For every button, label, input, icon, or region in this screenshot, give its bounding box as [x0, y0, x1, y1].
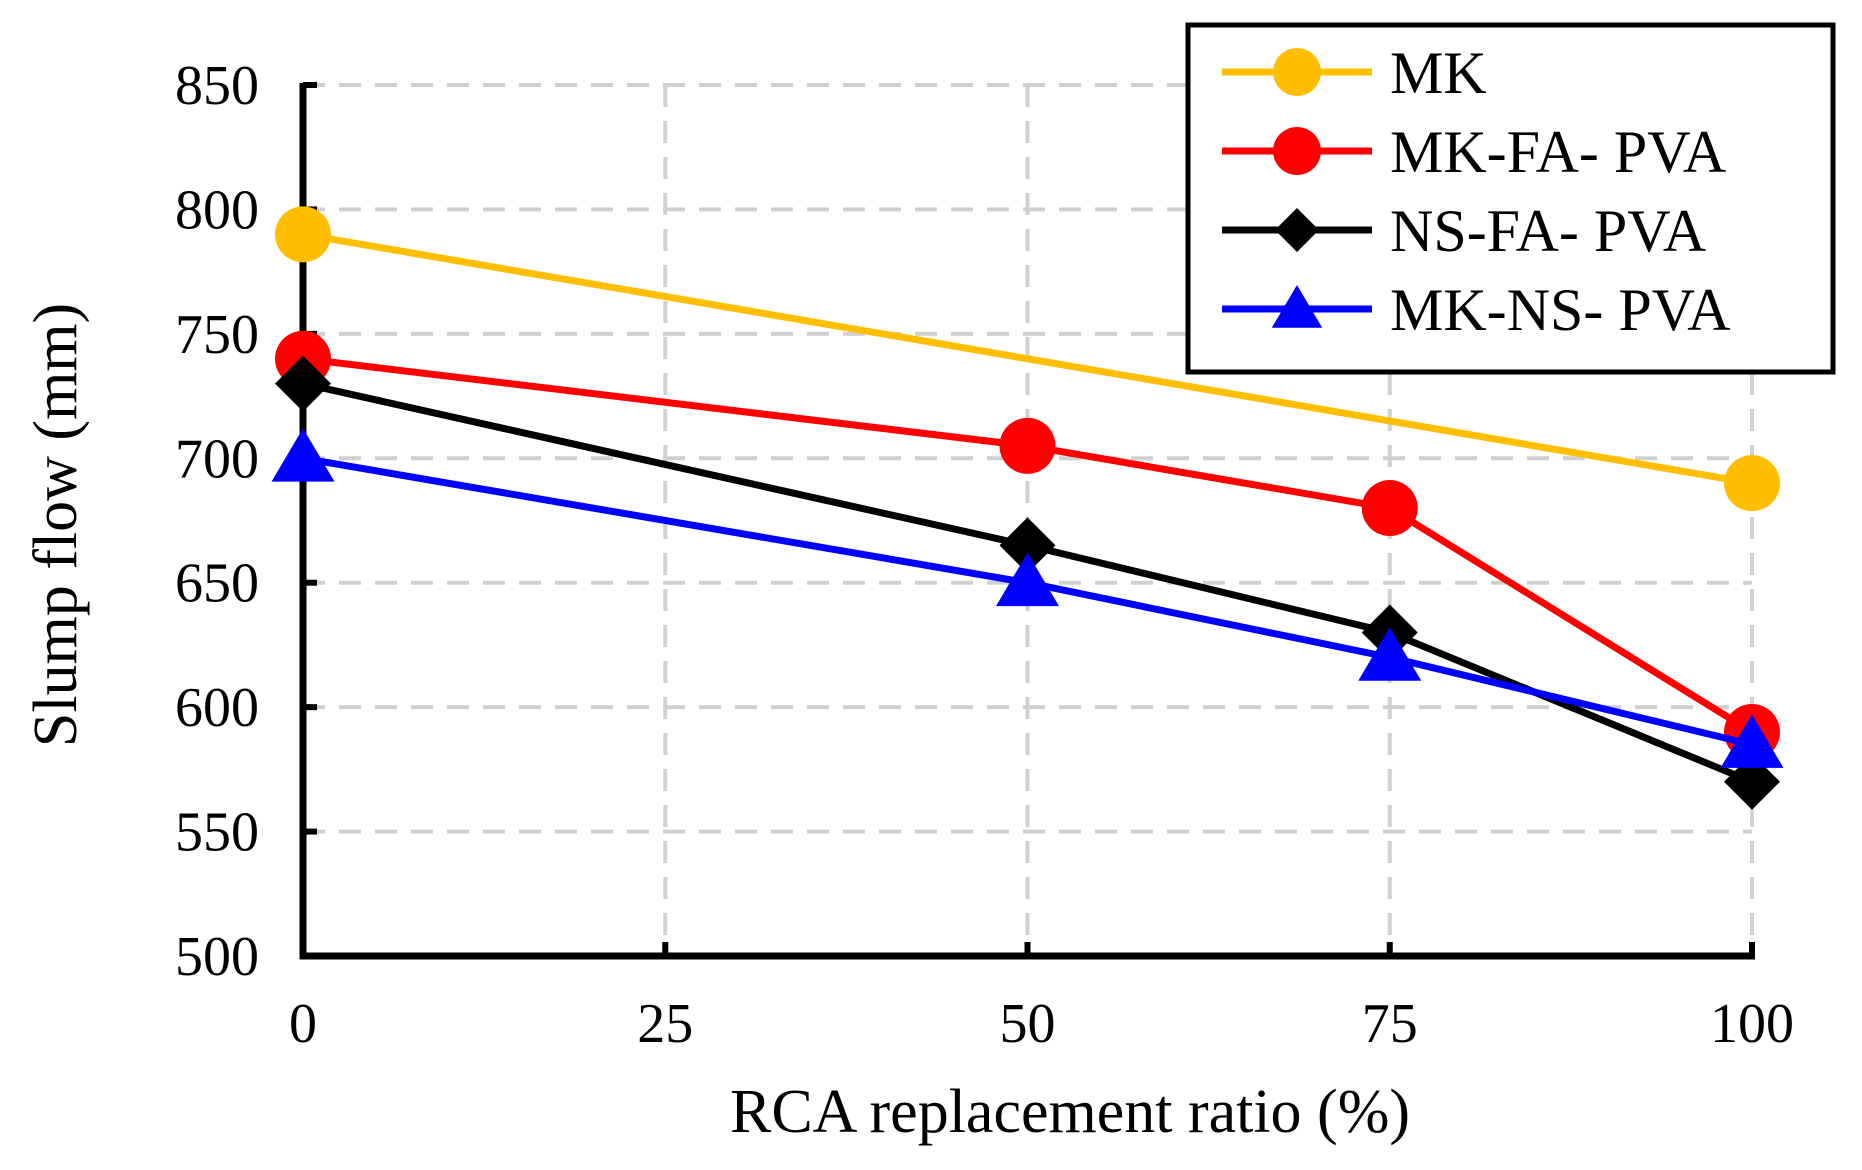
- data-point-mk: [275, 206, 331, 263]
- legend-item-mk-fa-pva: MK-FA- PVA: [1222, 119, 1726, 185]
- y-tick-label: 650: [175, 553, 259, 615]
- legend-label: MK-FA- PVA: [1390, 119, 1726, 185]
- series-line-ns-fa-pva: [302, 380, 1754, 786]
- data-point-mk: [1724, 455, 1780, 512]
- x-tick-label: 100: [1710, 993, 1794, 1055]
- legend-items: MK MK-FA- PVA NS-FA- PVA MK-NS- PVA: [1222, 40, 1731, 343]
- data-point-mk-fa-pva: [1361, 480, 1418, 537]
- legend-marker: [1273, 127, 1321, 175]
- series: [271, 206, 1784, 810]
- y-tick-label: 700: [175, 428, 259, 490]
- y-tick-label: 500: [175, 926, 259, 988]
- y-tick-label: 800: [175, 179, 259, 241]
- x-tick-label: 75: [1362, 993, 1418, 1055]
- data-point-ns-fa-pva: [275, 355, 331, 412]
- legend-label: MK: [1390, 40, 1487, 106]
- x-tick-label: 0: [289, 993, 317, 1055]
- data-point-ns-fa-pva: [999, 517, 1056, 574]
- y-axis-ticks: 500 550 600 650 700 750 800 850: [175, 55, 317, 988]
- data-point-mk-ns-pva: [1720, 714, 1784, 768]
- data-point-mk-ns-pva: [271, 428, 335, 482]
- legend-label: MK-NS- PVA: [1390, 277, 1731, 343]
- y-tick-label: 550: [175, 802, 259, 864]
- legend-item-ns-fa-pva: NS-FA- PVA: [1222, 198, 1706, 264]
- data-point-mk-ns-pva: [1358, 627, 1422, 681]
- y-tick-label: 600: [175, 677, 259, 739]
- series-mk-ns-pva: [271, 428, 1784, 768]
- series-line-mk-fa-pva: [302, 355, 1754, 736]
- x-axis-ticks: 0 25 50 75 100: [289, 942, 1794, 1055]
- series-line-mk: [302, 230, 1753, 487]
- series-line-mk-ns-pva: [302, 454, 1753, 748]
- y-axis-title: Slump flow (mm): [22, 303, 90, 747]
- legend-marker: [1275, 208, 1319, 252]
- legend-label: NS-FA- PVA: [1390, 198, 1706, 264]
- legend-item-mk-ns-pva: MK-NS- PVA: [1222, 277, 1731, 343]
- legend-marker: [1273, 48, 1321, 96]
- data-point-mk-ns-pva: [996, 552, 1059, 607]
- y-tick-label: 750: [175, 304, 259, 366]
- x-axis-title: RCA replacement ratio (%): [730, 1078, 1410, 1146]
- legend: MK MK-FA- PVA NS-FA- PVA MK-NS- PVA: [1185, 22, 1836, 375]
- legend-marker: [1271, 285, 1323, 328]
- x-tick-label: 25: [637, 993, 693, 1055]
- x-tick-label: 50: [1000, 993, 1056, 1055]
- legend-item-mk: MK: [1222, 40, 1487, 106]
- y-tick-label: 850: [175, 55, 259, 117]
- series-mk: [275, 206, 1780, 512]
- data-point-mk-fa-pva: [999, 417, 1056, 474]
